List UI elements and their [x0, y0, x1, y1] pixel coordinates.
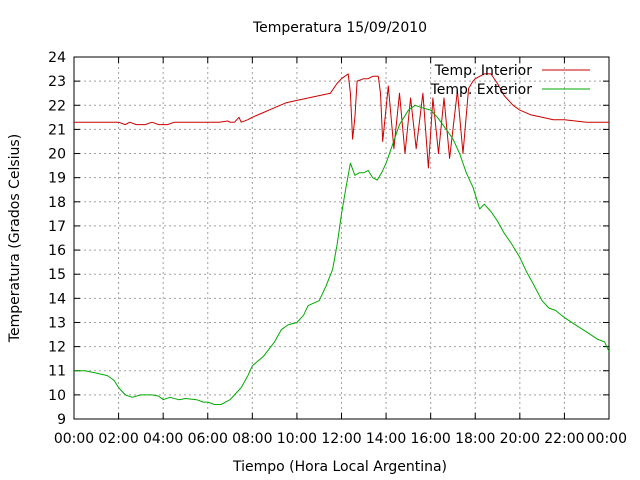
y-tick-label: 21: [48, 122, 66, 138]
x-tick-label: 16:00: [410, 431, 450, 447]
y-axis-label: Temperatura (Grados Celsius): [7, 134, 23, 343]
x-tick-label: 06:00: [188, 431, 228, 447]
x-tick-label: 18:00: [455, 431, 495, 447]
y-axis-ticks: 9 10 11 12 13 14 15 16 17 18 19 20 21 22 23 24: [48, 50, 609, 428]
x-tick-label: 12:00: [321, 431, 361, 447]
y-tick-label: 9: [57, 412, 66, 428]
y-tick-label: 17: [48, 219, 66, 235]
y-tick-label: 20: [48, 147, 66, 163]
chart-title: Temperatura 15/09/2010: [252, 20, 427, 36]
x-axis-ticks: 00:00 02:00 04:00 06:00 08:00 10:00 12:00 14:00…: [54, 57, 627, 447]
legend-label: Temp. Interior: [434, 63, 533, 79]
y-tick-label: 11: [48, 364, 66, 380]
y-tick-label: 24: [48, 50, 66, 66]
y-tick-label: 15: [48, 267, 66, 283]
y-tick-label: 12: [48, 340, 66, 356]
series-lines: [74, 73, 610, 405]
y-tick-label: 16: [48, 243, 66, 259]
y-tick-label: 10: [48, 388, 66, 404]
series-line-interior: [74, 73, 609, 169]
series-line-exterior: [74, 104, 610, 405]
grid-lines: [74, 57, 609, 419]
x-tick-label: 00:00: [54, 431, 94, 447]
y-tick-label: 19: [48, 171, 66, 187]
x-tick-label: 04:00: [143, 431, 183, 447]
y-tick-label: 18: [48, 195, 66, 211]
x-tick-label: 00:00: [587, 431, 627, 447]
y-tick-label: 14: [48, 291, 66, 307]
x-tick-label: 08:00: [232, 431, 272, 447]
y-tick-label: 13: [48, 315, 66, 331]
x-axis-label: Tiempo (Hora Local Argentina): [232, 459, 447, 475]
legend-label: Temp. Exterior: [430, 82, 533, 98]
plot-frame: [73, 56, 610, 420]
y-tick-label: 23: [48, 74, 66, 90]
x-tick-label: 02:00: [98, 431, 138, 447]
x-tick-label: 14:00: [366, 431, 406, 447]
x-tick-label: 20:00: [500, 431, 540, 447]
y-tick-label: 22: [48, 98, 66, 114]
legend: Temp. Interior Temp. Exterior: [430, 63, 590, 98]
x-tick-label: 22:00: [544, 431, 584, 447]
x-tick-label: 10:00: [277, 431, 317, 447]
